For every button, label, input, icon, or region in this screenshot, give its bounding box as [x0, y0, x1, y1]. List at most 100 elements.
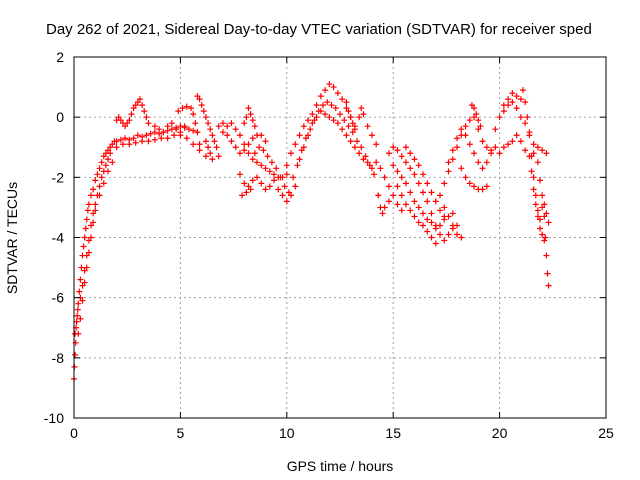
data-point [241, 180, 248, 187]
data-point [83, 252, 90, 259]
data-point [402, 201, 409, 208]
data-point [524, 114, 531, 121]
data-point [251, 150, 258, 157]
data-point [88, 222, 95, 229]
data-point [74, 312, 81, 319]
data-point [319, 102, 326, 109]
data-point [251, 123, 258, 130]
data-point [505, 141, 512, 148]
data-point [411, 198, 418, 205]
data-point [362, 153, 369, 160]
data-point [194, 93, 201, 100]
data-point [100, 180, 107, 187]
data-point [347, 138, 354, 145]
data-point [475, 117, 482, 124]
data-point [228, 138, 235, 145]
y-axis-label: SDTVAR / TECUs [4, 182, 20, 294]
data-point [390, 144, 397, 151]
data-point [522, 147, 529, 154]
data-point [445, 168, 452, 175]
data-point [198, 102, 205, 109]
data-point [479, 165, 486, 172]
data-point [415, 204, 422, 211]
data-point [177, 129, 184, 136]
data-point [164, 135, 171, 142]
data-point [462, 132, 469, 139]
data-point [219, 129, 226, 136]
data-point [513, 93, 520, 100]
data-point [411, 171, 418, 178]
data-point [509, 90, 516, 97]
data-point [454, 222, 461, 229]
x-tick-label: 5 [177, 425, 185, 441]
data-point [313, 102, 320, 109]
data-point [322, 87, 329, 94]
data-point [360, 156, 367, 163]
data-point [151, 129, 158, 136]
data-point [72, 351, 79, 358]
data-point [85, 201, 92, 208]
data-point [479, 186, 486, 193]
data-point [211, 138, 218, 145]
data-point [379, 210, 386, 217]
data-point [105, 147, 112, 154]
data-point [266, 183, 273, 190]
data-point [147, 130, 154, 137]
data-point [385, 183, 392, 190]
data-point [394, 183, 401, 190]
data-point [185, 126, 192, 133]
data-point [202, 153, 209, 160]
data-point [279, 192, 286, 199]
data-point [271, 171, 278, 178]
data-point [505, 96, 512, 103]
data-point [207, 126, 214, 133]
data-point [373, 141, 380, 148]
data-point [300, 123, 307, 130]
data-point [419, 171, 426, 178]
data-point [88, 192, 95, 199]
data-point [492, 144, 499, 151]
data-point [458, 165, 465, 172]
data-point [196, 147, 203, 154]
data-point [326, 81, 333, 88]
data-point [334, 90, 341, 97]
data-point [398, 174, 405, 181]
data-point [517, 138, 524, 145]
data-point [134, 132, 141, 139]
data-point [500, 144, 507, 151]
data-point [449, 210, 456, 217]
data-point [175, 108, 182, 115]
data-point [249, 156, 256, 163]
data-point [432, 240, 439, 247]
data-point [73, 318, 80, 325]
data-point [356, 150, 363, 157]
data-point [85, 237, 92, 244]
data-point [90, 186, 97, 193]
data-point [78, 264, 85, 271]
data-point [343, 105, 350, 112]
data-point [532, 192, 539, 199]
data-point [130, 135, 137, 142]
data-point [351, 144, 358, 151]
data-point [537, 177, 544, 184]
data-point [258, 132, 265, 139]
data-point [96, 165, 103, 172]
data-point [537, 225, 544, 232]
data-point [445, 213, 452, 220]
data-point [419, 222, 426, 229]
data-point [117, 136, 124, 143]
data-point [483, 183, 490, 190]
data-point [356, 114, 363, 121]
x-tick-label: 20 [492, 425, 508, 441]
data-point [249, 177, 256, 184]
data-point [324, 99, 331, 106]
data-point [411, 213, 418, 220]
data-point [339, 96, 346, 103]
data-point [528, 168, 535, 175]
data-point [228, 120, 235, 127]
data-point [424, 180, 431, 187]
data-point [74, 306, 81, 313]
y-tick-label: -10 [44, 410, 64, 426]
data-point [171, 132, 178, 139]
